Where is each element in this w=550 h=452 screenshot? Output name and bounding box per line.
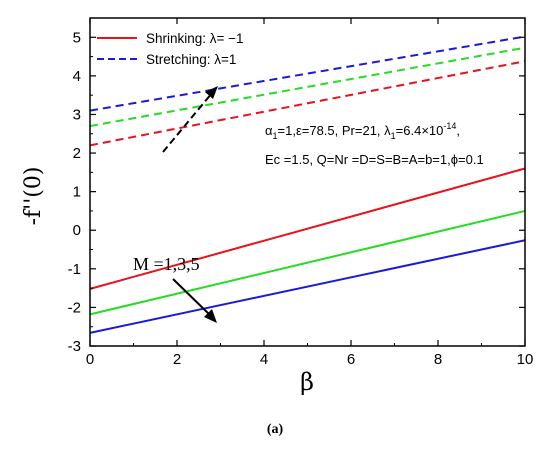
series-line-2 (89, 46, 526, 128)
series-line-5 (89, 209, 526, 316)
legend-label-shrinking: Shrinking: λ= −1 (146, 31, 244, 46)
series-line-6 (89, 239, 526, 334)
legend: Shrinking: λ= −1 Stretching: λ=1 (97, 31, 244, 67)
y-tick-label: 3 (73, 106, 81, 123)
y-tick-label: 4 (73, 68, 81, 85)
legend-label-stretching: Stretching: λ=1 (146, 52, 236, 67)
x-tick-label: 8 (434, 351, 442, 368)
series-line-1 (89, 35, 526, 112)
series-line-3 (89, 60, 526, 147)
x-axis-title: β (300, 368, 314, 396)
y-tick-label: 5 (73, 29, 81, 46)
x-tick-label: 0 (86, 351, 94, 368)
annotation-arrows (162, 86, 218, 323)
y-tick-label: 1 (73, 184, 81, 201)
x-tick-label: 10 (517, 351, 534, 368)
axes: 0 2 4 6 8 10 -3 -2 -1 0 1 2 3 4 5 (68, 17, 534, 368)
y-axis-title: -f''(0) (21, 167, 46, 226)
y-tick-label: -3 (68, 338, 81, 355)
series-layer (89, 35, 526, 334)
m-arrow-head (204, 309, 217, 323)
m-values-label: M =1,3,5 (133, 254, 200, 274)
stretching-arrow-head (205, 86, 218, 99)
figure-caption: (a) (266, 422, 284, 437)
x-tick-label: 6 (347, 351, 355, 368)
m-arrow-shaft (172, 278, 212, 317)
x-tick-label: 4 (260, 351, 268, 368)
stretching-arrow-shaft (162, 92, 213, 153)
plot-frame (89, 17, 526, 347)
params-annotation-line1: α1=1,ε=78.5, Pr=21, λ1=6.4×10-14, (265, 121, 460, 141)
y-tick-label: 0 (73, 222, 81, 239)
chart-svg: 0 2 4 6 8 10 -3 -2 -1 0 1 2 3 4 5 -f''(0) β Shrinking:… (21, 17, 534, 396)
series-line-4 (89, 167, 526, 290)
y-tick-label: -2 (68, 299, 81, 316)
params-annotation-line2: Ec =1.5, Q=Nr =D=S=B=A=b=1,ϕ=0.1 (265, 152, 484, 167)
x-tick-label: 2 (173, 351, 181, 368)
y-tick-label: -1 (68, 261, 81, 278)
y-tick-label: 2 (73, 145, 81, 162)
